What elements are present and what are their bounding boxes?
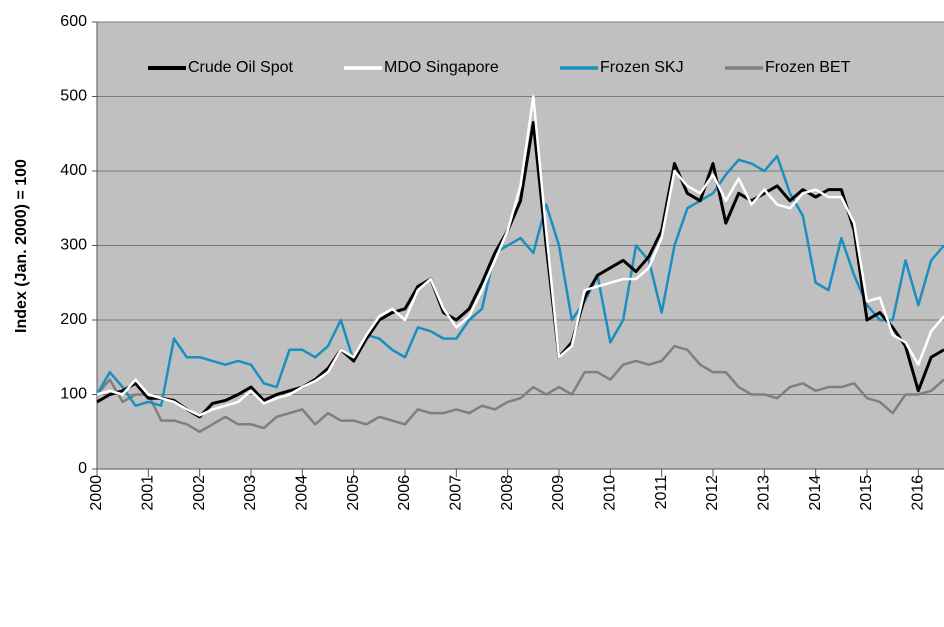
x-tick-label: 2005: [345, 475, 362, 511]
x-tick-label: 2015: [858, 475, 875, 511]
y-tick-label: 0: [78, 460, 87, 477]
y-tick-label: 100: [60, 386, 87, 403]
y-tick-label: 600: [60, 13, 87, 30]
series-line: [95, 154, 944, 407]
x-tick-label: 2014: [807, 475, 824, 511]
x-tick-label: 2008: [499, 475, 516, 511]
x-tick-label: 2006: [396, 475, 413, 511]
legend-label: Crude Oil Spot: [188, 59, 293, 76]
y-tick-label: 200: [60, 311, 87, 328]
y-tick-label: 500: [60, 88, 87, 105]
x-tick-label: 2016: [910, 475, 927, 511]
x-tick-label: 2002: [191, 475, 208, 511]
legend-label: MDO Singapore: [384, 59, 499, 76]
x-tick-label: 2003: [242, 475, 259, 511]
x-tick-label: 2011: [653, 475, 670, 510]
x-tick-label: 2001: [140, 475, 157, 511]
x-tick-label: 2012: [704, 475, 721, 511]
x-tick-label: 2013: [756, 475, 773, 511]
x-tick-label: 2004: [294, 475, 311, 511]
series-line: [96, 95, 944, 417]
series-line: [96, 344, 944, 433]
y-axis-title: Index (Jan. 2000) = 100: [13, 159, 30, 333]
x-tick-label: 2010: [602, 475, 619, 511]
y-tick-label: 400: [60, 162, 87, 179]
x-tick-label: 2007: [448, 475, 465, 511]
series-line: [96, 121, 944, 419]
legend-label: Frozen SKJ: [600, 59, 684, 76]
x-tick-label: 2009: [550, 475, 567, 511]
x-tick-label: 2000: [88, 475, 105, 511]
y-tick-label: 300: [60, 237, 87, 254]
legend-label: Frozen BET: [765, 59, 851, 76]
